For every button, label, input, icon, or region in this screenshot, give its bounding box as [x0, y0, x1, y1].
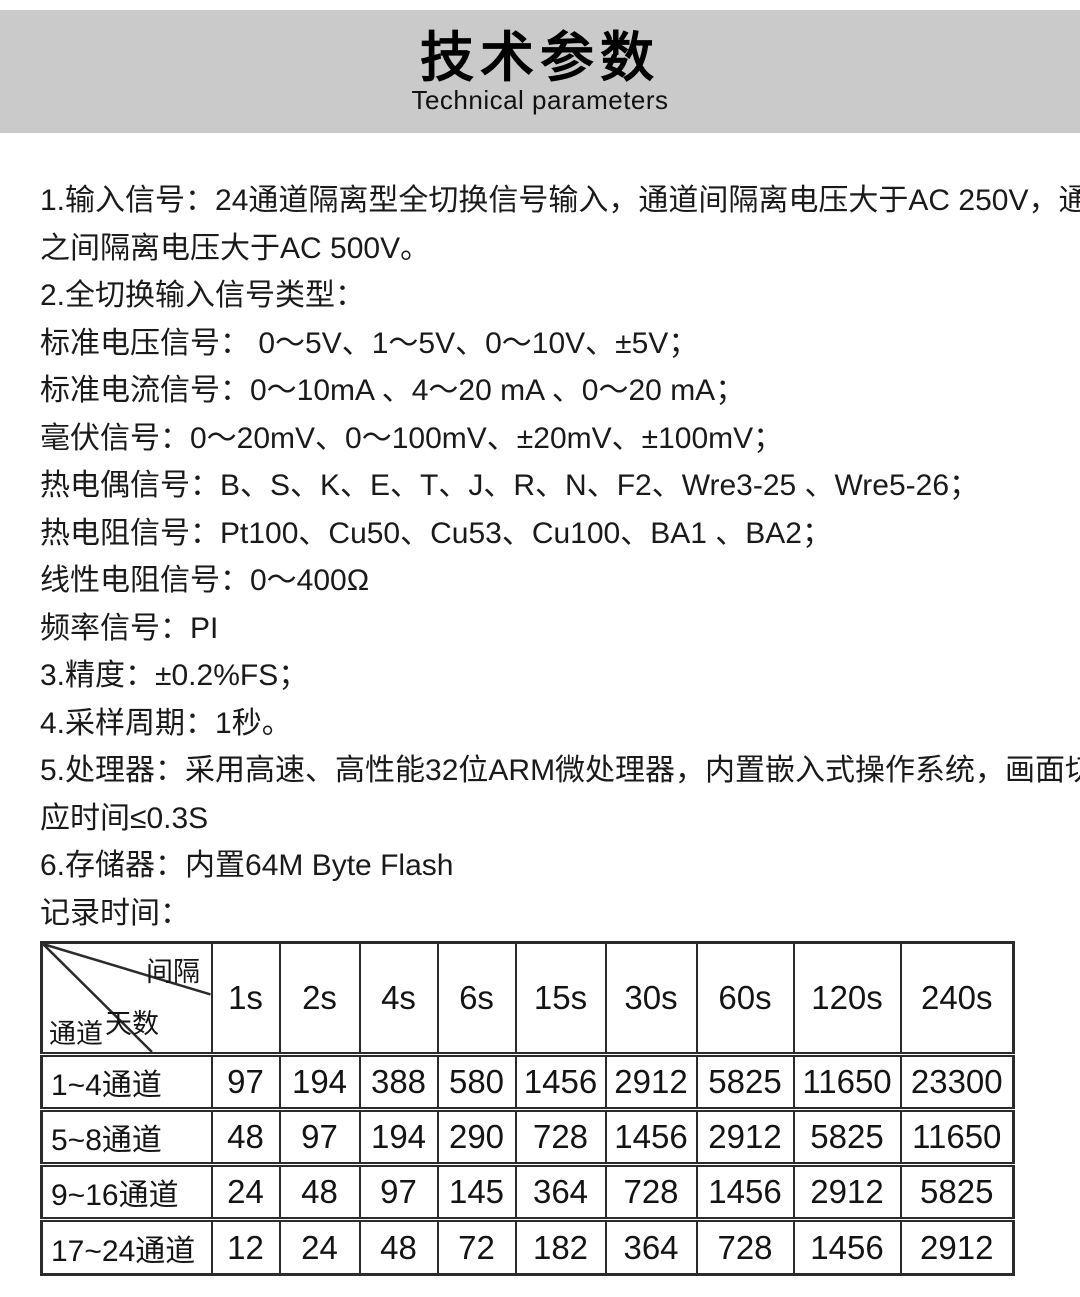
cell-value: 2912	[899, 1217, 1015, 1276]
spec-line-signal-types: 2.全切换输入信号类型：	[40, 279, 366, 312]
spec-line-thermocouple: 热电偶信号：B、S、K、E、T、J、R、N、F2、Wre3-25 、Wre5-2…	[40, 469, 980, 502]
cell-value: 145	[436, 1162, 517, 1221]
cell-value: 290	[436, 1107, 517, 1166]
col-header-2s: 2s	[278, 941, 361, 1056]
corner-days-label: 天数	[105, 1009, 159, 1039]
cell-value: 23300	[899, 1052, 1015, 1111]
spec-line-voltage: 标准电压信号： 0～5V、1～5V、0～10V、±5V；	[40, 326, 699, 360]
col-header-120s: 120s	[792, 941, 902, 1056]
cell-value: 1456	[604, 1107, 698, 1166]
spec-line-record-time: 记录时间：	[40, 896, 190, 930]
cell-value: 728	[695, 1217, 795, 1276]
col-header-240s: 240s	[899, 941, 1015, 1056]
table-row: 1~4通道 97 194 388 580 1456 2912 5825 1165…	[40, 1052, 1015, 1111]
spec-line-input-signal-wrap: 之间隔离电压大于AC 500V。	[40, 231, 431, 265]
cell-value: 2912	[695, 1107, 795, 1166]
col-header-6s: 6s	[436, 941, 517, 1056]
table-row: 9~16通道 24 48 97 145 364 728 1456 2912 58…	[40, 1162, 1015, 1221]
page-subtitle: Technical parameters	[411, 84, 669, 115]
spec-line-current: 标准电流信号：0～10mA 、4～20 mA 、0～20 mA；	[40, 374, 746, 407]
cell-value: 48	[210, 1107, 281, 1166]
cell-value: 194	[358, 1107, 439, 1166]
spec-line-processor: 5.处理器：采用高速、高性能32位ARM微处理器，内置嵌入式操作系统，画面切换响	[40, 754, 1080, 787]
cell-value: 182	[514, 1217, 607, 1276]
spec-line-rtd: 热电阻信号：Pt100、Cu50、Cu53、Cu100、BA1 、BA2；	[40, 516, 832, 550]
col-header-1s: 1s	[210, 941, 281, 1056]
cell-value: 364	[514, 1162, 607, 1221]
cell-value: 12	[210, 1217, 281, 1276]
cell-value: 1456	[792, 1217, 902, 1276]
diagonal-lines-icon	[43, 944, 210, 1052]
title-band: 技术参数 Technical parameters	[0, 10, 1080, 133]
spec-line-frequency: 频率信号：PI	[40, 611, 219, 645]
cell-value: 48	[358, 1217, 439, 1276]
cell-value: 388	[358, 1052, 439, 1111]
cell-value: 48	[278, 1162, 361, 1221]
spec-line-input-signal: 1.输入信号：24通道隔离型全切换信号输入，通道间隔离电压大于AC 250V，通…	[40, 184, 1080, 217]
cell-value: 2912	[792, 1162, 902, 1221]
spec-line-millivolt: 毫伏信号：0～20mV、0～100mV、±20mV、±100mV；	[40, 421, 784, 455]
spec-line-sampling: 4.采样周期：1秒。	[40, 706, 292, 740]
col-header-15s: 15s	[514, 941, 607, 1056]
cell-value: 5825	[792, 1107, 902, 1166]
cell-value: 194	[278, 1052, 361, 1111]
cell-value: 11650	[899, 1107, 1015, 1166]
cell-value: 97	[278, 1107, 361, 1166]
row-label-ch17-24: 17~24通道	[40, 1217, 213, 1276]
row-label-ch1-4: 1~4通道	[40, 1052, 213, 1111]
cell-value: 728	[514, 1107, 607, 1166]
table-row: 17~24通道 12 24 48 72 182 364 728 1456 291…	[40, 1217, 1015, 1276]
col-header-30s: 30s	[604, 941, 698, 1056]
cell-value: 97	[210, 1052, 281, 1111]
cell-value: 11650	[792, 1052, 902, 1111]
cell-value: 728	[604, 1162, 698, 1221]
cell-value: 72	[436, 1217, 517, 1276]
corner-channel-label: 通道	[49, 1019, 103, 1049]
cell-value: 1456	[695, 1162, 795, 1221]
spec-line-processor-wrap: 应时间≤0.3S	[40, 801, 209, 835]
cell-value: 5825	[695, 1052, 795, 1111]
cell-value: 364	[604, 1217, 698, 1276]
record-time-table: 间隔 天数 通道 1s 2s 4s 6s 15s 30s 60s 120s 24…	[40, 941, 1015, 1276]
row-label-ch9-16: 9~16通道	[40, 1162, 213, 1221]
corner-interval-label: 间隔	[146, 957, 200, 987]
spec-line-linear-resistance: 线性电阻信号：0～400Ω	[40, 564, 370, 597]
cell-value: 580	[436, 1052, 517, 1111]
cell-value: 5825	[899, 1162, 1015, 1221]
cell-value: 1456	[514, 1052, 607, 1111]
spec-line-memory: 6.存储器：内置64M Byte Flash	[40, 849, 454, 882]
cell-value: 97	[358, 1162, 439, 1221]
row-label-ch5-8: 5~8通道	[40, 1107, 213, 1166]
table-row: 5~8通道 48 97 194 290 728 1456 2912 5825 1…	[40, 1107, 1015, 1166]
cell-value: 24	[210, 1162, 281, 1221]
spec-line-accuracy: 3.精度：±0.2%FS；	[40, 659, 309, 692]
spec-list: 1.输入信号：24通道隔离型全切换信号输入，通道间隔离电压大于AC 250V，通…	[0, 133, 1080, 937]
cell-value: 2912	[604, 1052, 698, 1111]
table-corner-cell: 间隔 天数 通道	[40, 941, 213, 1056]
col-header-60s: 60s	[695, 941, 795, 1056]
col-header-4s: 4s	[358, 941, 439, 1056]
table-header-row: 间隔 天数 通道 1s 2s 4s 6s 15s 30s 60s 120s 24…	[40, 941, 1015, 1056]
cell-value: 24	[278, 1217, 361, 1276]
page-title: 技术参数	[420, 27, 660, 88]
